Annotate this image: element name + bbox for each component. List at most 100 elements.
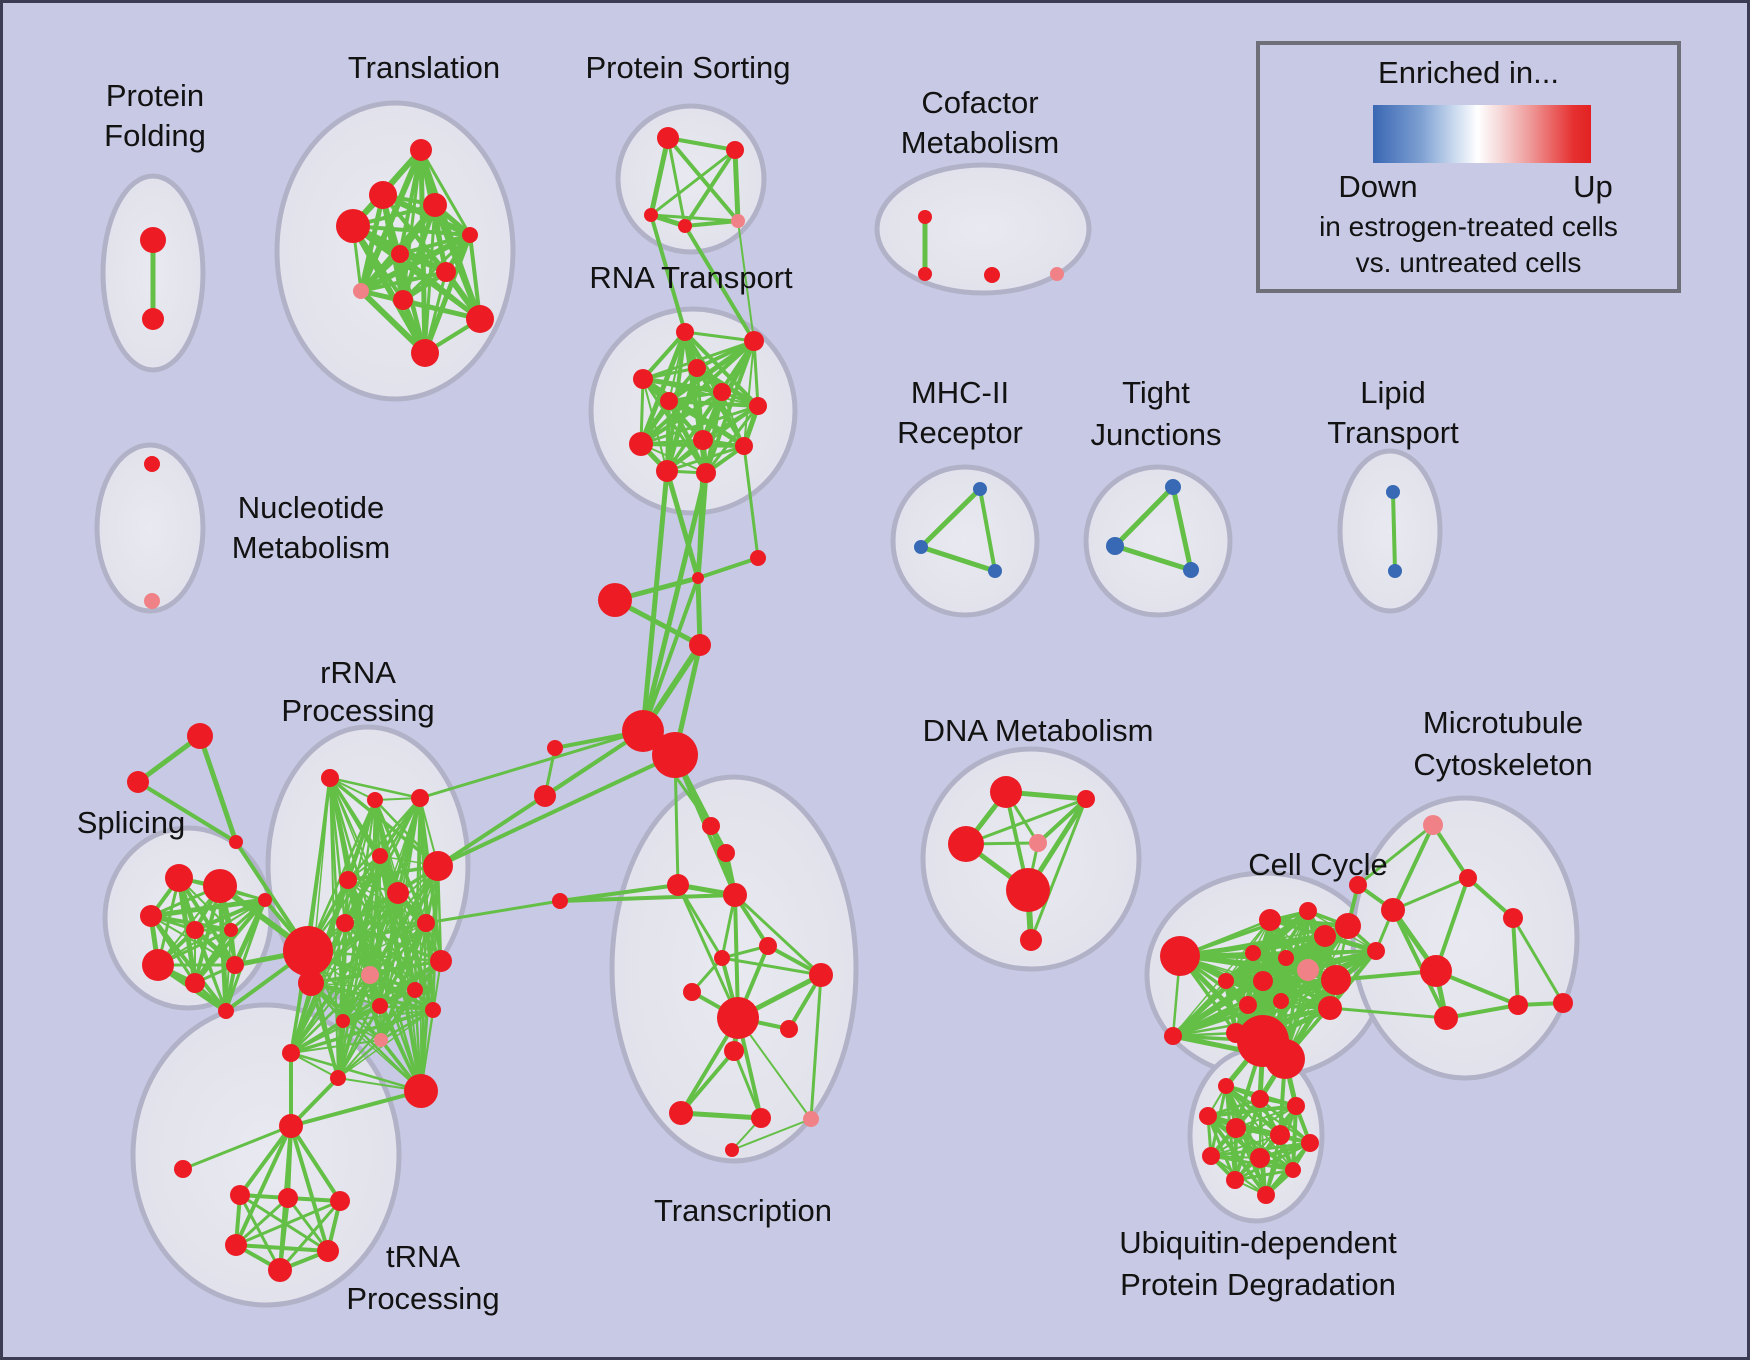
- translation-node-5[interactable]: [391, 245, 409, 263]
- translation-node-4[interactable]: [462, 227, 478, 243]
- ubiquitin-degradation-node-8[interactable]: [1250, 1148, 1270, 1168]
- transcription-node-9[interactable]: [717, 997, 759, 1039]
- rrna-processing-node-15[interactable]: [374, 1033, 388, 1047]
- rrna-processing-node-4[interactable]: [339, 871, 357, 889]
- rrna-processing-node-16[interactable]: [282, 1044, 300, 1062]
- rrna-processing-node-13[interactable]: [425, 1002, 441, 1018]
- cell-cycle-node-5[interactable]: [1245, 945, 1261, 961]
- mhc-ii-receptor-node-2[interactable]: [988, 564, 1002, 578]
- rna-transport-node-10[interactable]: [656, 460, 678, 482]
- splicing-node-3[interactable]: [186, 921, 204, 939]
- transcription-node-5[interactable]: [759, 937, 777, 955]
- transcription-node-15[interactable]: [725, 1143, 739, 1157]
- ubiquitin-degradation-node-10[interactable]: [1226, 1171, 1244, 1189]
- cofactor-metabolism-node-2[interactable]: [984, 267, 1000, 283]
- cell-cycle-node-6[interactable]: [1278, 950, 1294, 966]
- trna-processing-node-3[interactable]: [278, 1188, 298, 1208]
- ubiquitin-degradation-node-0[interactable]: [1218, 1078, 1234, 1094]
- cell-cycle-node-8[interactable]: [1253, 971, 1273, 991]
- rrna-processing-node-12[interactable]: [407, 982, 423, 998]
- microtubule-cytoskeleton-node-0[interactable]: [1423, 815, 1443, 835]
- rrna-processing-node-9[interactable]: [430, 950, 452, 972]
- trna-processing-node-7[interactable]: [268, 1258, 292, 1282]
- tight-junctions-node-1[interactable]: [1106, 537, 1124, 555]
- cell-cycle-node-18[interactable]: [1367, 942, 1385, 960]
- rrna-processing-node-2[interactable]: [411, 789, 429, 807]
- dna-metabolism-node-5[interactable]: [1020, 929, 1042, 951]
- rna-transport-node-7[interactable]: [629, 432, 653, 456]
- transcription-node-7[interactable]: [683, 983, 701, 1001]
- rna-transport-node-3[interactable]: [688, 359, 706, 377]
- transcription-node-4[interactable]: [552, 893, 568, 909]
- connectors-node-5[interactable]: [652, 732, 698, 778]
- translation-node-9[interactable]: [466, 305, 494, 333]
- trna-processing-node-6[interactable]: [317, 1240, 339, 1262]
- cell-cycle-node-11[interactable]: [1273, 993, 1289, 1009]
- protein-sorting-node-0[interactable]: [657, 127, 679, 149]
- rna-transport-node-9[interactable]: [735, 437, 753, 455]
- transcription-node-1[interactable]: [717, 844, 735, 862]
- splicing-node-2[interactable]: [140, 905, 162, 927]
- rna-transport-node-0[interactable]: [676, 323, 694, 341]
- connectors-node-0[interactable]: [692, 572, 704, 584]
- dna-metabolism-node-3[interactable]: [1029, 834, 1047, 852]
- mhc-ii-receptor-node-1[interactable]: [914, 540, 928, 554]
- transcription-node-3[interactable]: [723, 883, 747, 907]
- cofactor-metabolism-node-3[interactable]: [1050, 267, 1064, 281]
- ubiquitin-degradation-node-6[interactable]: [1301, 1134, 1319, 1152]
- rrna-processing-node-10[interactable]: [361, 966, 379, 984]
- microtubule-cytoskeleton-node-6[interactable]: [1434, 1006, 1458, 1030]
- dna-metabolism-node-2[interactable]: [948, 826, 984, 862]
- transcription-node-6[interactable]: [714, 950, 730, 966]
- ubiquitin-degradation-node-2[interactable]: [1287, 1097, 1305, 1115]
- microtubule-cytoskeleton-node-2[interactable]: [1459, 869, 1477, 887]
- ubiquitin-degradation-node-7[interactable]: [1202, 1147, 1220, 1165]
- cell-cycle-node-3[interactable]: [1314, 925, 1336, 947]
- rrna-processing-node-3[interactable]: [372, 848, 388, 864]
- protein-sorting-node-4[interactable]: [731, 214, 745, 228]
- transcription-node-11[interactable]: [724, 1041, 744, 1061]
- microtubule-cytoskeleton-node-8[interactable]: [1553, 993, 1573, 1013]
- rrna-processing-node-19[interactable]: [283, 926, 333, 976]
- lipid-transport-node-0[interactable]: [1386, 485, 1400, 499]
- nucleotide-metabolism-node-1[interactable]: [144, 593, 160, 609]
- rrna-processing-node-7[interactable]: [423, 851, 453, 881]
- translation-node-3[interactable]: [336, 209, 370, 243]
- rrna-processing-node-18[interactable]: [404, 1074, 438, 1108]
- microtubule-cytoskeleton-node-1[interactable]: [1349, 876, 1367, 894]
- cell-cycle-node-2[interactable]: [1299, 902, 1317, 920]
- ubiquitin-degradation-node-9[interactable]: [1285, 1162, 1301, 1178]
- protein-folding-node-1[interactable]: [142, 308, 164, 330]
- ubiquitin-degradation-node-4[interactable]: [1226, 1118, 1246, 1138]
- cell-cycle-node-12[interactable]: [1318, 996, 1342, 1020]
- connectors-node-1[interactable]: [750, 550, 766, 566]
- cell-cycle-node-7[interactable]: [1297, 959, 1319, 981]
- protein-sorting-node-2[interactable]: [644, 208, 658, 222]
- trna-processing-node-2[interactable]: [230, 1185, 250, 1205]
- dna-metabolism-node-0[interactable]: [990, 776, 1022, 808]
- network-canvas[interactable]: Protein Folding Translation Protein Sorting…: [3, 3, 1750, 1360]
- splicing-triangle-node-0[interactable]: [187, 723, 213, 749]
- ubiquitin-degradation-node-5[interactable]: [1270, 1125, 1290, 1145]
- cell-cycle-node-1[interactable]: [1259, 909, 1281, 931]
- microtubule-cytoskeleton-node-5[interactable]: [1420, 955, 1452, 987]
- rrna-processing-node-14[interactable]: [336, 1014, 350, 1028]
- trna-processing-node-4[interactable]: [330, 1191, 350, 1211]
- trna-processing-node-0[interactable]: [279, 1114, 303, 1138]
- rrna-processing-node-11[interactable]: [372, 998, 388, 1014]
- connectors-node-6[interactable]: [547, 740, 563, 756]
- splicing-node-5[interactable]: [142, 949, 174, 981]
- dna-metabolism-node-1[interactable]: [1077, 790, 1095, 808]
- cell-cycle-node-13[interactable]: [1164, 1027, 1182, 1045]
- nucleotide-metabolism-node-0[interactable]: [144, 456, 160, 472]
- rrna-processing-node-6[interactable]: [336, 914, 354, 932]
- splicing-node-0[interactable]: [165, 864, 193, 892]
- splicing-node-1[interactable]: [203, 869, 237, 903]
- transcription-node-0[interactable]: [702, 817, 720, 835]
- ubiquitin-degradation-node-11[interactable]: [1257, 1186, 1275, 1204]
- translation-node-7[interactable]: [353, 283, 369, 299]
- splicing-node-8[interactable]: [218, 1003, 234, 1019]
- cofactor-metabolism-node-0[interactable]: [918, 210, 932, 224]
- microtubule-cytoskeleton-node-7[interactable]: [1508, 995, 1528, 1015]
- rrna-processing-node-0[interactable]: [321, 769, 339, 787]
